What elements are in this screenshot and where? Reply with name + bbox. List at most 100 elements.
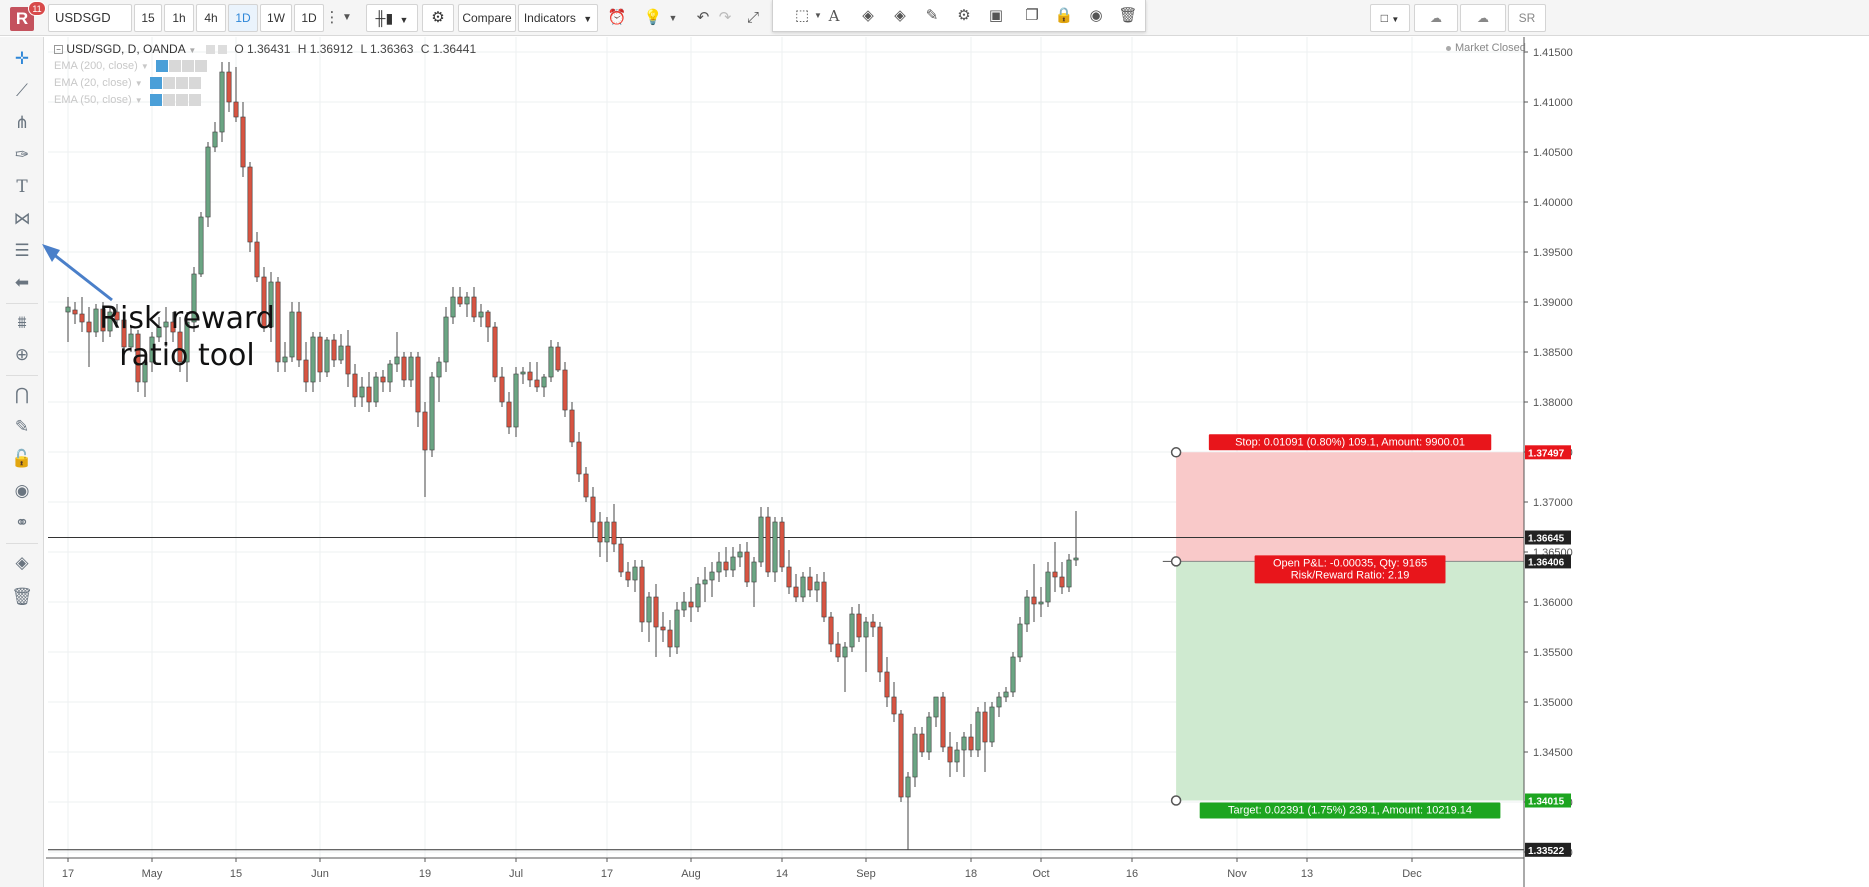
text-tool-icon[interactable]: T	[16, 177, 28, 197]
ema-add-icon[interactable]	[181, 60, 194, 73]
candle	[65, 297, 71, 342]
candle	[233, 67, 239, 122]
hline-price-tag: 1.36645	[1528, 534, 1565, 545]
ema-close-icon[interactable]	[194, 60, 207, 73]
layout-button[interactable]: □ ▼	[1370, 4, 1410, 32]
ema-close-icon[interactable]	[188, 77, 201, 90]
compare-button[interactable]: Compare	[458, 4, 516, 32]
legend-settings-icon[interactable]	[205, 45, 215, 55]
undo-icon[interactable]: ↶	[696, 9, 710, 26]
hide-drawings-eye-icon[interactable]: ◉	[14, 481, 30, 500]
drawing-settings-icon[interactable]: ⚙	[957, 7, 971, 24]
interval-4h-button[interactable]: 4h	[196, 4, 226, 32]
ema-visibility-eye-icon[interactable]	[149, 77, 162, 90]
interval-dropdown-icon[interactable]: ▼	[342, 12, 352, 23]
candle	[891, 682, 897, 722]
text-style-icon[interactable]: A	[828, 7, 840, 25]
template-icon[interactable]: ▣	[988, 7, 1004, 24]
ema-settings-icon[interactable]	[168, 60, 181, 73]
market-status: Market Closed	[1446, 42, 1526, 54]
time-tick-label: May	[142, 868, 163, 880]
candle-body	[135, 333, 141, 383]
lock-icon[interactable]: 🔒	[1054, 7, 1074, 24]
clone-icon[interactable]: ❐	[1025, 7, 1039, 24]
line-color-icon[interactable]: ✎	[925, 7, 939, 24]
ema-close-icon[interactable]	[188, 94, 201, 107]
risk-reward-tool-icon[interactable]: ☰	[14, 241, 30, 260]
legend-close-icon[interactable]	[217, 45, 227, 55]
magnet-icon[interactable]: ⋂	[15, 385, 29, 404]
layout-square-icon: □	[1380, 11, 1388, 25]
lock-drawings-icon[interactable]: 🔓	[11, 449, 33, 468]
pattern-icon[interactable]: ⋈	[13, 209, 31, 228]
redo-icon[interactable]: ↷	[718, 9, 732, 26]
brush-icon[interactable]: ✑	[14, 145, 30, 164]
ideas-bulb-icon[interactable]: 💡	[643, 9, 663, 26]
drag-handle	[1170, 795, 1182, 806]
candle	[884, 657, 890, 707]
candle-body	[618, 543, 624, 573]
trash-icon[interactable]: 🗑	[1118, 7, 1138, 24]
ema-add-icon[interactable]	[175, 77, 188, 90]
left-drawing-toolbar: ✛ ⟋ ⋔ ✑ T ⋈ ☰ ⬅ ⩩ ⊕ ⋂ ✎ 🔓 ◉ ⚭ ◈ 🗑	[0, 37, 44, 887]
chevron-down-icon[interactable]: ▼	[188, 46, 197, 55]
trash-icon[interactable]: 🗑	[11, 587, 33, 606]
layers-icon[interactable]: ◈	[15, 553, 29, 572]
candle-body	[814, 581, 820, 591]
ema-settings-icon[interactable]	[162, 94, 175, 107]
entry-price-tag: 1.36406	[1528, 557, 1565, 568]
time-tick-label: Oct	[1032, 868, 1049, 880]
candle	[506, 392, 512, 434]
chevron-down-icon[interactable]: ▼	[668, 13, 678, 23]
ema-settings-icon[interactable]	[162, 77, 175, 90]
chart-style-button[interactable]: ╫▮ ▼	[366, 4, 418, 32]
legend-collapse-icon[interactable]: −	[54, 45, 63, 55]
interval-1d-button[interactable]: 1D	[228, 4, 258, 32]
interval-1w-button[interactable]: 1W	[260, 4, 292, 32]
measure-icon[interactable]: ⩩	[17, 313, 27, 332]
interval-15-button[interactable]: 15	[134, 4, 162, 32]
ema-legend-row[interactable]: EMA (20, close) ▼	[54, 77, 202, 90]
interval-custom-button[interactable]: 1D	[294, 4, 324, 32]
cloud-save-icon[interactable]: ☁	[1460, 4, 1506, 32]
fullscreen-icon[interactable]: ⤢	[746, 9, 759, 26]
interval-1h-button[interactable]: 1h	[164, 4, 194, 32]
candles-icon: ╫▮	[375, 10, 394, 26]
ema-visibility-eye-icon[interactable]	[155, 60, 168, 73]
ema-add-icon[interactable]	[175, 94, 188, 107]
symbol-search-input[interactable]: USDSGD	[48, 4, 132, 32]
candle	[968, 724, 974, 757]
select-area-icon[interactable]: ⬚	[794, 7, 810, 24]
candle-body	[877, 626, 883, 673]
crosshair-icon[interactable]: ✛	[14, 49, 30, 68]
fill-color-icon[interactable]: ◈	[862, 7, 874, 24]
hline-price-tag-bg	[1525, 842, 1571, 857]
ema-legend-row[interactable]: EMA (50, close) ▼	[54, 94, 202, 107]
more-intervals-icon[interactable]: ⋮	[324, 9, 340, 26]
stay-in-drawing-icon[interactable]: ✎	[14, 417, 30, 436]
visibility-eye-icon[interactable]: ◉	[1089, 7, 1103, 24]
candle	[1059, 562, 1065, 594]
profile-button[interactable]: SR	[1508, 4, 1546, 32]
price-chart[interactable]: Stop: 0.01091 (0.80%) 109.1, Amount: 990…	[46, 37, 1869, 887]
cloud-load-icon[interactable]: ☁	[1414, 4, 1458, 32]
alert-clock-icon[interactable]: ⏰	[607, 9, 627, 26]
ema-legend-row[interactable]: EMA (200, close) ▼	[54, 60, 208, 73]
candle	[737, 544, 743, 567]
settings-icon[interactable]: ⚙	[422, 4, 454, 32]
indicators-button[interactable]: Indicators ▼	[518, 4, 598, 32]
candle	[317, 332, 323, 382]
pnl-label-text: Open P&L: -0.00035, Qty: 9165	[1273, 557, 1427, 569]
candle-body	[478, 311, 484, 318]
ema-visibility-eye-icon[interactable]	[149, 94, 162, 107]
pitchfork-icon[interactable]: ⋔	[14, 113, 30, 132]
background-fill-icon[interactable]: ◈	[894, 7, 906, 24]
zoom-icon[interactable]: ⊕	[14, 345, 30, 364]
trend-line-icon[interactable]: ⟋	[16, 81, 28, 100]
candle	[156, 317, 162, 342]
link-icon[interactable]: ⚭	[14, 513, 30, 532]
candle-body	[352, 373, 358, 398]
back-arrow-icon[interactable]: ⬅	[14, 273, 30, 292]
chevron-down-icon[interactable]: ▼	[814, 11, 822, 20]
chart-pane[interactable]: Stop: 0.01091 (0.80%) 109.1, Amount: 990…	[46, 37, 1869, 887]
